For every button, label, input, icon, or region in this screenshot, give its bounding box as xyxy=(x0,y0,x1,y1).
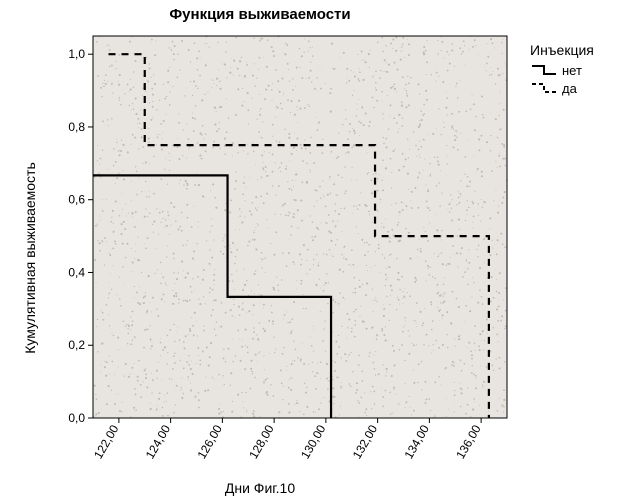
legend-item-да: да xyxy=(530,80,594,96)
chart-title: Функция выживаемости xyxy=(0,6,520,23)
svg-text:0,0: 0,0 xyxy=(68,411,85,425)
legend-item-нет: нет xyxy=(530,62,594,78)
svg-text:122,00: 122,00 xyxy=(91,422,122,461)
plot-svg: 0,0 0,2 0,4 0,6 0,8 1,0 122,00 124,00 126,00 128,… xyxy=(55,30,515,470)
x-axis-label: Дни Фиг.10 xyxy=(0,480,520,496)
svg-text:128,00: 128,00 xyxy=(246,422,277,461)
svg-text:0,6: 0,6 xyxy=(68,193,85,207)
chart-page: Функция выживаемости Кумулятивная выжива… xyxy=(0,0,620,500)
svg-text:130,00: 130,00 xyxy=(298,422,329,461)
svg-text:124,00: 124,00 xyxy=(143,422,174,461)
svg-text:0,4: 0,4 xyxy=(68,265,85,279)
svg-text:0,8: 0,8 xyxy=(68,120,85,134)
svg-text:126,00: 126,00 xyxy=(194,422,225,461)
plot-area: 0,0 0,2 0,4 0,6 0,8 1,0 122,00 124,00 126,00 128,… xyxy=(55,30,515,470)
legend-swatch xyxy=(530,62,558,78)
svg-text:1,0: 1,0 xyxy=(68,47,85,61)
y-axis-label: Кумулятивная выживаемость xyxy=(22,158,38,358)
svg-text:136,00: 136,00 xyxy=(453,422,484,461)
svg-text:0,2: 0,2 xyxy=(68,338,85,352)
legend-title: Инъекция xyxy=(530,42,594,58)
legend-swatch xyxy=(530,80,558,96)
svg-text:134,00: 134,00 xyxy=(401,422,432,461)
legend: Инъекция нет да xyxy=(530,42,594,98)
svg-text:132,00: 132,00 xyxy=(350,422,381,461)
legend-label: да xyxy=(562,81,577,96)
legend-label: нет xyxy=(562,63,582,78)
